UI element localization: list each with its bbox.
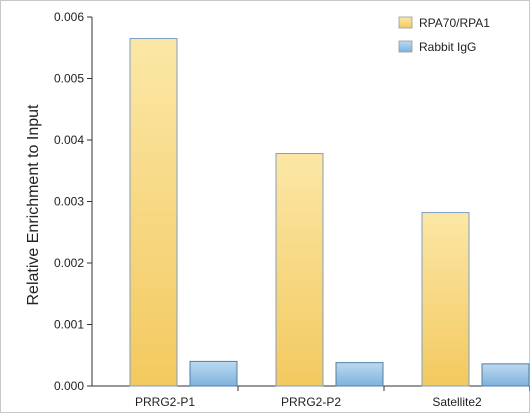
- legend-label-rabbit-igg: Rabbit IgG: [419, 40, 476, 54]
- x-tick-label: PRRG2-P2: [281, 395, 341, 409]
- y-tick-label: 0.002: [54, 256, 84, 270]
- y-tick-label: 0.003: [54, 195, 84, 209]
- legend-label-rpa70: RPA70/RPA1: [419, 16, 490, 30]
- y-tick-label: 0.000: [54, 379, 84, 393]
- bar-rpa70-satellite2: [421, 212, 470, 387]
- bar-rabbit-igg-satellite2: [481, 363, 530, 387]
- y-tick-label: 0.001: [54, 318, 84, 332]
- y-ticks: 0.000 0.001 0.002 0.003 0.004 0.005 0.006: [54, 10, 92, 393]
- bar-rabbit-igg-prrg2-p1: [189, 360, 238, 387]
- y-tick-label: 0.004: [54, 133, 84, 147]
- legend-swatch-rpa70: [398, 16, 413, 29]
- bars: [129, 38, 530, 387]
- y-tick-label: 0.005: [54, 72, 84, 86]
- legend-swatch-rabbit-igg: [398, 40, 413, 53]
- bar-rabbit-igg-prrg2-p2: [335, 362, 384, 387]
- x-tick-label: PRRG2-P1: [135, 395, 195, 409]
- bar-rpa70-prrg2-p1: [129, 38, 178, 387]
- y-axis-label: Relative Enrichment to Input: [25, 104, 42, 306]
- y-tick-label: 0.006: [54, 10, 84, 24]
- x-ticks: PRRG2-P1 PRRG2-P2 Satellite2: [135, 386, 530, 409]
- x-tick-label: Satellite2: [432, 395, 482, 409]
- bar-rpa70-prrg2-p2: [275, 153, 324, 387]
- legend: RPA70/RPA1 Rabbit IgG: [398, 16, 490, 54]
